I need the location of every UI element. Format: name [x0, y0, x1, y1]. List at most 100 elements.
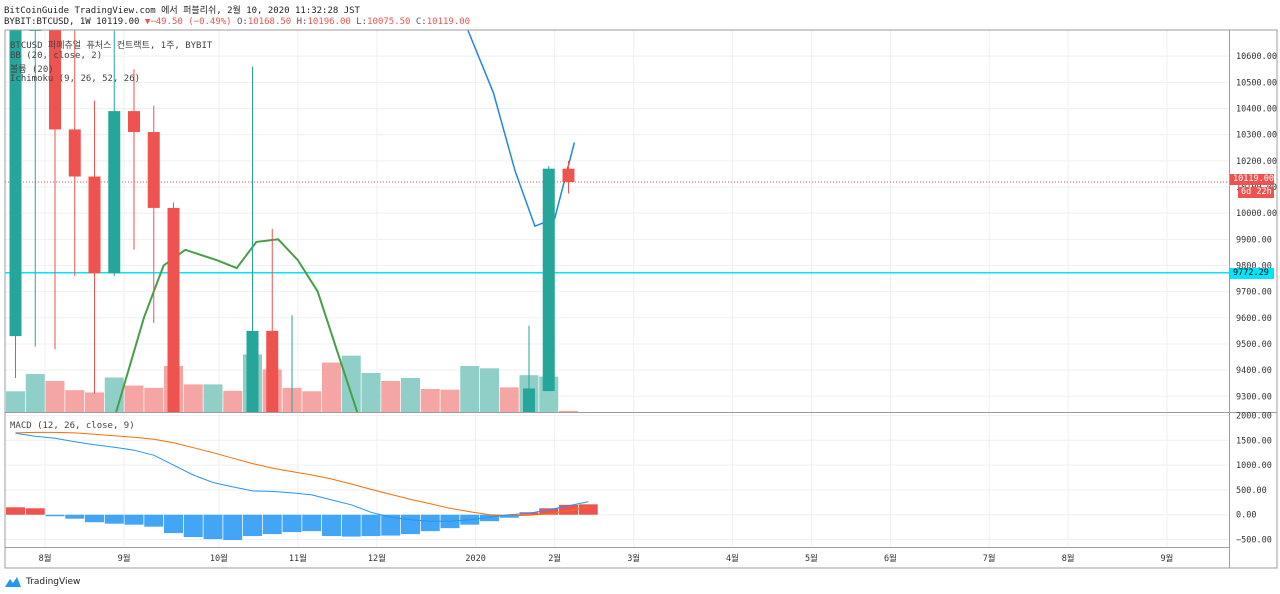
macd-histogram-bar: [6, 507, 25, 515]
legend-ichimoku[interactable]: Ichimoku (9, 26, 52, 26): [10, 74, 141, 84]
price-tick-label: 10400.00: [1236, 104, 1277, 114]
volume-bar: [203, 384, 223, 412]
symbol-ohlc-line: BYBIT:BTCUSD, 1W 10119.00 ▼−49.50 (−0.49…: [4, 17, 470, 27]
price-tick-label: 9800.00: [1236, 261, 1272, 271]
volume-bar: [361, 372, 381, 412]
tradingview-logo[interactable]: TradingView: [4, 575, 80, 589]
candle-body: [167, 207, 180, 412]
macd-tick-label: 500.00: [1236, 486, 1267, 496]
ichimoku-line: [115, 238, 359, 413]
price-tick-label: 9300.00: [1236, 392, 1272, 402]
macd-histogram-bar: [243, 514, 262, 537]
macd-tick-label: −500.00: [1236, 536, 1272, 546]
high-value: 10196.00: [307, 17, 351, 27]
horizontal-level-tag: 9772.29: [1230, 268, 1274, 279]
time-tick-label: 8월: [1062, 553, 1075, 564]
macd-histogram-bar: [262, 514, 282, 535]
candle-body: [9, 30, 22, 337]
macd-tick-label: 1500.00: [1236, 436, 1272, 446]
candle-body: [562, 168, 575, 183]
macd-histogram-bar: [203, 514, 223, 540]
time-tick-label: 2020: [465, 554, 485, 564]
macd-histogram-bar: [420, 514, 440, 532]
volume-bar: [45, 380, 65, 412]
macd-histogram-bar: [539, 508, 559, 515]
candle-body: [68, 129, 81, 177]
price-tick-label: 10200.00: [1236, 157, 1277, 167]
open-value: 10168.50: [247, 17, 292, 27]
macd-tick-label: 0.00: [1236, 511, 1256, 521]
macd-histogram-bar: [45, 514, 65, 517]
price-tick-label: 10000.00: [1236, 209, 1277, 219]
signal-line: [15, 431, 589, 517]
macd-histogram-bar: [65, 514, 85, 519]
volume-bar: [420, 389, 440, 412]
volume-bar: [144, 387, 164, 412]
time-tick-label: 4월: [726, 553, 739, 564]
time-tick-label: 9월: [1160, 553, 1173, 564]
candle-body: [266, 330, 279, 412]
time-tick-label: 3월: [627, 553, 640, 564]
macd-histogram-bar: [183, 514, 203, 538]
macd-tick-label: 1000.00: [1236, 461, 1272, 471]
chart-border: [4, 29, 1278, 569]
volume-bar: [499, 387, 519, 412]
candle-body: [88, 176, 101, 274]
price-tick-label: 9700.00: [1236, 288, 1272, 298]
bollinger-band-line: [467, 29, 576, 228]
down-triangle-icon: ▼: [144, 17, 151, 27]
close-label: C:: [415, 17, 427, 27]
macd-histogram-bar: [499, 514, 519, 518]
volume-bar: [440, 389, 460, 412]
price-tick-label: 10300.00: [1236, 131, 1277, 141]
legend-macd[interactable]: MACD (12, 26, close, 9): [10, 421, 135, 431]
macd-histogram-bar: [341, 514, 361, 537]
macd-histogram-bar: [322, 514, 341, 537]
price-tick-label: 9400.00: [1236, 366, 1272, 376]
tradingview-brand: TradingView: [26, 577, 81, 587]
low-value: 10075.50: [367, 17, 411, 27]
time-tick-label: 11월: [289, 553, 307, 564]
macd-histogram-bar: [559, 504, 578, 515]
macd-line: [15, 432, 589, 522]
volume-bar: [322, 362, 341, 412]
open-label: O:: [237, 17, 248, 27]
macd-histogram-bar: [381, 514, 401, 536]
time-tick-label: 9월: [118, 553, 131, 564]
volume-bar: [302, 391, 322, 412]
volume-bar: [559, 410, 578, 412]
time-tick-label: 7월: [983, 553, 996, 564]
time-tick-label: 8월: [39, 553, 52, 564]
time-tick-label: 2월: [548, 553, 561, 564]
legend-volume[interactable]: 볼륨 (20): [10, 65, 54, 75]
candle-body: [49, 30, 61, 130]
volume-bar: [124, 385, 144, 412]
time-tick-label: 5월: [805, 553, 818, 564]
close-value: 10119.00: [426, 17, 471, 27]
low-label: L:: [356, 17, 368, 27]
macd-histogram-bar: [578, 504, 598, 515]
legend-bb[interactable]: BB (20, close, 2): [10, 51, 103, 61]
price-tick-label: 9500.00: [1236, 340, 1272, 350]
macd-histogram-bar: [144, 514, 164, 527]
last-price-tag: 10119.00: [1230, 174, 1274, 185]
volume-bar: [460, 366, 480, 412]
bar-countdown-tag: 6d 22h: [1238, 187, 1274, 198]
macd-histogram-bar: [302, 514, 322, 532]
macd-histogram-bar: [85, 514, 104, 523]
tradingview-logo-icon: [5, 577, 21, 587]
high-label: H:: [296, 17, 308, 27]
volume-bar: [85, 392, 104, 412]
macd-histogram-bar: [223, 514, 243, 541]
macd-histogram-bar: [401, 514, 420, 535]
price-tick-label: 9600.00: [1236, 314, 1272, 324]
time-tick-label: 10월: [210, 553, 228, 564]
volume-bar: [183, 384, 203, 412]
macd-histogram-bar: [164, 514, 183, 534]
change-value: −49.50 (−0.49%): [150, 17, 232, 27]
price-tick-label: 9900.00: [1236, 235, 1272, 245]
volume-bar: [480, 368, 499, 412]
symbol-label: BYBIT:BTCUSD, 1W 10119.00: [4, 17, 140, 27]
volume-bar: [6, 391, 25, 412]
